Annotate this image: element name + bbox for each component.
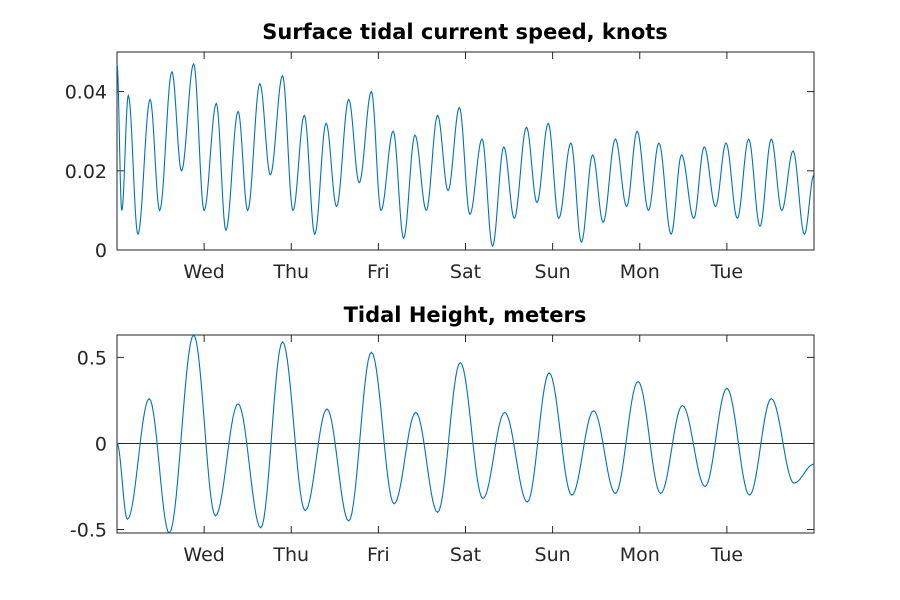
tidal-height-panel: Tidal Height, meters Wed Thu Fri Sat Sun Mon T…: [70, 303, 814, 566]
current-speed-x-tick-label: Sun: [535, 261, 571, 283]
figure: Surface tidal current speed, knots Wed Th…: [0, 0, 900, 600]
tidal-height-x-tick-label: Wed: [183, 544, 224, 566]
tidal-height-axes: [117, 335, 814, 533]
current-speed-x-tick-label: Wed: [183, 261, 224, 283]
tidal-height-x-tick-label: Thu: [272, 544, 309, 566]
current-speed-x-tick-label: Tue: [710, 261, 743, 283]
tidal-height-x-tick-label: Sun: [535, 544, 571, 566]
tidal-height-y-tick-label: -0.5: [70, 520, 107, 542]
current-speed-axes: [117, 52, 814, 250]
current-speed-x-tick-label: Thu: [272, 261, 309, 283]
current-speed-y-tick-label: 0: [95, 240, 107, 262]
tidal-height-y-tick-label: 0: [95, 433, 107, 455]
current-speed-y-tick-label: 0.02: [65, 161, 107, 183]
tidal-height-x-tick-label: Tue: [710, 544, 743, 566]
current-speed-x-tick-label: Fri: [367, 261, 390, 283]
tidal-height-x-tick-label: Sat: [450, 544, 481, 566]
current-speed-panel: Surface tidal current speed, knots Wed Th…: [65, 20, 814, 283]
current-speed-x-tick-label: Mon: [620, 261, 660, 283]
current-speed-title: Surface tidal current speed, knots: [262, 20, 668, 44]
current-speed-x-tick-label: Sat: [450, 261, 481, 283]
tidal-height-x-tick-label: Mon: [620, 544, 660, 566]
tidal-height-title: Tidal Height, meters: [344, 303, 587, 327]
current-speed-y-tick-label: 0.04: [65, 82, 107, 104]
tidal-height-y-tick-label: 0.5: [77, 347, 107, 369]
tidal-height-x-tick-label: Fri: [367, 544, 390, 566]
